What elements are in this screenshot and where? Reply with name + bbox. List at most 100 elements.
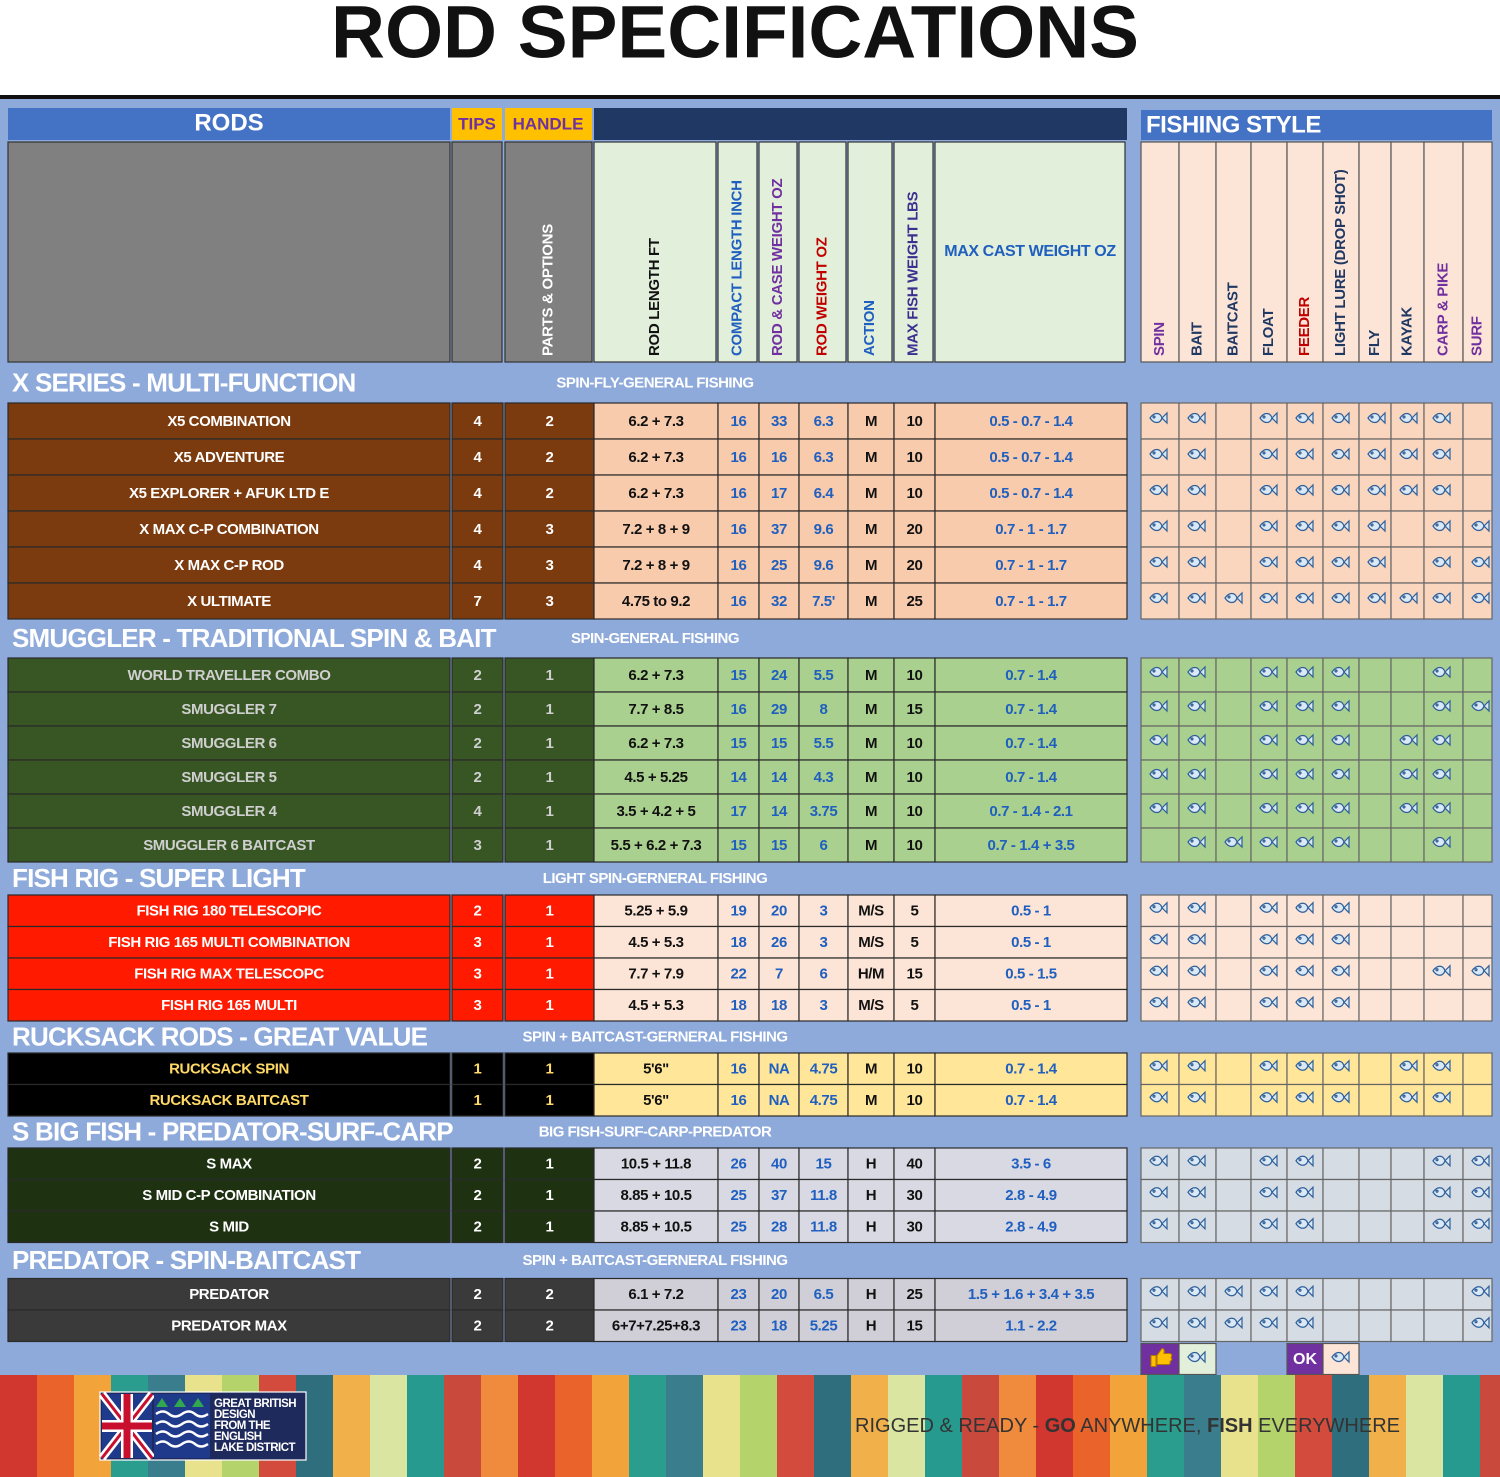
style-cell: [1390, 988, 1425, 1022]
footer-stripe: [1295, 1375, 1332, 1477]
footer-stripe: [999, 1375, 1036, 1477]
rod-parts: 4: [474, 557, 483, 574]
fish-icon: [1367, 411, 1386, 425]
spec-value: 15: [907, 1318, 923, 1335]
fish-icon: [1149, 555, 1168, 569]
fish-icon: [1432, 1217, 1451, 1231]
style-cell: [1358, 957, 1392, 991]
fish-icon: [1259, 1059, 1278, 1073]
fish-icon: [1471, 555, 1490, 569]
fish-icon: [1149, 995, 1168, 1009]
fish-icon: [1367, 591, 1386, 605]
spec-value: H/M: [858, 966, 884, 983]
style-cell: [1423, 894, 1464, 928]
spec-cell: [798, 402, 849, 440]
spec-value: 8.85 + 10.5: [620, 1219, 691, 1236]
rod-parts: 2: [474, 1156, 482, 1173]
rod-name: X5 ADVENTURE: [174, 449, 285, 466]
column-header: [893, 141, 934, 363]
rod-parts: 2: [546, 1318, 554, 1335]
fish-icon: [1149, 1059, 1168, 1073]
spec-value: 26: [771, 934, 787, 951]
spec-value: 10: [907, 667, 923, 684]
spec-cell: [758, 546, 800, 584]
footer-stripe: [1073, 1375, 1110, 1477]
spec-value: 5.5 + 6.2 + 7.3: [611, 837, 702, 854]
spec-value: 2.8 - 4.9: [1005, 1187, 1056, 1204]
spec-value: M: [865, 837, 877, 854]
spec-value: 10: [907, 837, 923, 854]
spec-cell: [758, 827, 800, 863]
fish-icon: [1187, 767, 1206, 781]
spec-cell: [798, 988, 849, 1022]
fish-icon: [1259, 555, 1278, 569]
fish-icon: [1259, 1090, 1278, 1104]
fish-icon: [1149, 1154, 1168, 1168]
spec-cell: [593, 793, 719, 829]
spec-value: 5: [911, 903, 919, 920]
rod-cell: [7, 1277, 451, 1311]
rod-parts: 3: [546, 521, 554, 538]
spec-cell: [893, 894, 936, 928]
spec-value: 25: [907, 1286, 923, 1303]
spec-value: 0.5 - 1.5: [1005, 966, 1056, 983]
style-title: KAYAK: [1398, 306, 1415, 356]
fish-icon: [1331, 519, 1350, 533]
fish-icon: [1149, 447, 1168, 461]
rod-cell: [7, 725, 451, 761]
rod-parts: 3: [474, 997, 482, 1014]
spec-value: 0.7 - 1.4: [1005, 1092, 1057, 1109]
rod-cell: [451, 657, 504, 693]
fish-icon: [1295, 1090, 1314, 1104]
style-cell: [1215, 1210, 1252, 1244]
rod-parts: 2: [546, 413, 554, 430]
fish-icon: [1295, 767, 1314, 781]
spec-value: 4.75: [810, 1092, 838, 1109]
spec-value: 5: [911, 997, 919, 1014]
fish-icon: [1259, 1185, 1278, 1199]
style-cell: [1322, 1309, 1360, 1343]
rod-name: FISH RIG 165 MULTI: [161, 997, 297, 1014]
fish-icon: [1187, 411, 1206, 425]
fish-icon: [1331, 901, 1350, 915]
spec-cell: [934, 1277, 1128, 1311]
spec-value: H: [866, 1318, 876, 1335]
style-cell: [1215, 438, 1252, 476]
spec-cell: [758, 793, 800, 829]
fish-icon: [1331, 733, 1350, 747]
footer-stripe: [851, 1375, 888, 1477]
fish-icon: [1471, 1284, 1490, 1298]
spec-cell: [934, 988, 1128, 1022]
spec-cell: [893, 1083, 936, 1117]
footer-stripe: [1369, 1375, 1406, 1477]
spec-value: 25: [771, 557, 787, 574]
fish-icon: [1224, 1316, 1243, 1330]
footer-stripe: [962, 1375, 999, 1477]
spec-value: 6.4: [814, 485, 835, 502]
spec-cell: [798, 1083, 849, 1117]
spec-value: 1.5 + 1.6 + 3.4 + 3.5: [968, 1286, 1094, 1303]
legend-ok: [1286, 1342, 1324, 1376]
fish-icon: [1224, 835, 1243, 849]
section-subtitle: SPIN-FLY-GENERAL FISHING: [556, 374, 753, 391]
fish-icon: [1259, 447, 1278, 461]
fish-icon: [1149, 591, 1168, 605]
spec-cell: [593, 957, 719, 991]
spec-cell: [758, 725, 800, 761]
spec-cell: [593, 759, 719, 795]
rod-name: SMUGGLER 7: [181, 701, 276, 718]
rod-cell: [451, 474, 504, 512]
fish-icon: [1149, 733, 1168, 747]
fish-icon: [1224, 591, 1243, 605]
fish-icon: [1187, 1217, 1206, 1231]
rod-cell: [7, 438, 451, 476]
spec-value: 18: [731, 997, 747, 1014]
spec-cell: [798, 1309, 849, 1343]
spec-value: 4.75 to 9.2: [622, 593, 690, 610]
footer-stripe: [0, 1375, 37, 1477]
spec-value: 23: [731, 1286, 747, 1303]
fish-icon: [1432, 555, 1451, 569]
style-cell: [1286, 1083, 1324, 1117]
rod-cell: [451, 402, 504, 440]
spec-value: 23: [731, 1318, 747, 1335]
